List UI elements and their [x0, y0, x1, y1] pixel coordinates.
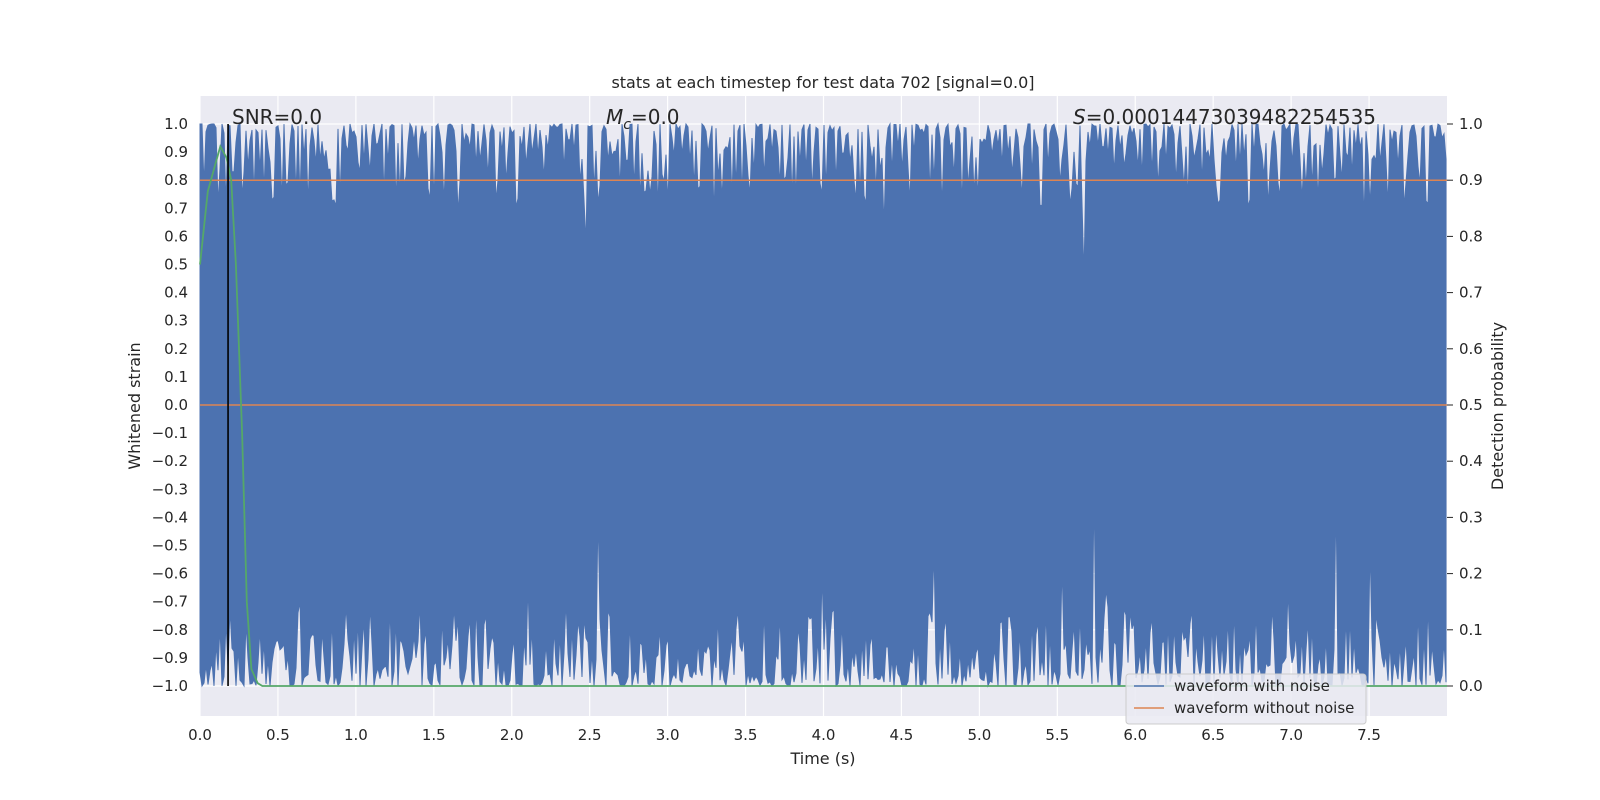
legend-label-noise: waveform with noise: [1174, 677, 1330, 695]
y-tick-label-right: 0.1: [1459, 621, 1483, 639]
y-tick-label: 0.1: [164, 368, 188, 386]
x-tick-label: 1.0: [344, 726, 368, 744]
y-tick-label: 0.0: [164, 396, 188, 414]
x-tick-label: 7.5: [1357, 726, 1381, 744]
y-tick-label: 0.8: [164, 171, 188, 189]
y-tick-label: 0.7: [164, 199, 188, 217]
chart-title: stats at each timestep for test data 702…: [611, 73, 1034, 92]
y-tick-label: 0.2: [164, 340, 188, 358]
y-tick-label: 0.9: [164, 143, 188, 161]
x-tick-label: 2.0: [500, 726, 524, 744]
x-tick-label: 6.5: [1201, 726, 1225, 744]
x-tick-label: 2.5: [578, 726, 602, 744]
y-tick-label: 0.4: [164, 284, 188, 302]
y-tick-label-right: 0.4: [1459, 452, 1483, 470]
snr-annotation: SNR=0.0: [232, 105, 322, 129]
ticks: 0.0 0.5 1.0 1.5 2.0 2.5 3.0 3.5 4.0 4.5 5.0 5.5 6.0 6…: [152, 115, 1483, 744]
y-tick-label: −0.8: [152, 621, 188, 639]
y-tick-label-right: 0.3: [1459, 508, 1483, 526]
y-tick-label-right: 1.0: [1459, 115, 1483, 133]
y-tick-label: −0.9: [152, 649, 188, 667]
x-tick-label: 0.5: [266, 726, 290, 744]
y-tick-label: −0.4: [152, 508, 188, 526]
mc-annotation: Mc=0.0: [606, 105, 680, 133]
x-tick-label: 7.0: [1279, 726, 1303, 744]
y-axis-label-right: Detection probability: [1488, 322, 1507, 490]
y-tick-label: −0.3: [152, 480, 188, 498]
y-tick-label: −0.5: [152, 537, 188, 555]
x-axis-label: Time (s): [789, 749, 855, 768]
y-tick-label-right: 0.5: [1459, 396, 1483, 414]
y-axis-label: Whitened strain: [125, 342, 144, 469]
x-tick-label: 4.0: [812, 726, 836, 744]
y-tick-label: −0.6: [152, 565, 188, 583]
x-tick-label: 3.5: [734, 726, 758, 744]
x-tick-label: 6.0: [1123, 726, 1147, 744]
y-tick-label-right: 0.0: [1459, 677, 1483, 695]
series-detection-probability: [199, 144, 1447, 687]
legend-label-clean: waveform without noise: [1174, 699, 1354, 717]
y-tick-label-right: 0.8: [1459, 227, 1483, 245]
y-tick-label: 0.3: [164, 312, 188, 330]
x-tick-label: 4.5: [890, 726, 914, 744]
series-layer: [199, 124, 1447, 687]
y-tick-label: −1.0: [152, 677, 188, 695]
legend: waveform with noise waveform without noi…: [1125, 673, 1367, 725]
y-tick-label: 0.5: [164, 256, 188, 274]
y-tick-label-right: 0.6: [1459, 340, 1483, 358]
y-tick-label: −0.2: [152, 452, 188, 470]
x-tick-label: 3.0: [656, 726, 680, 744]
y-tick-label: 0.6: [164, 227, 188, 245]
s-annotation: S=0.0001447303948225453​5: [1073, 105, 1376, 129]
x-tick-label: 5.5: [1045, 726, 1069, 744]
legend-box: [1125, 673, 1367, 725]
x-tick-label: 1.5: [422, 726, 446, 744]
y-tick-label-right: 0.7: [1459, 284, 1483, 302]
y-tick-label-right: 0.9: [1459, 171, 1483, 189]
x-tick-label: 0.0: [188, 726, 212, 744]
y-tick-label: −0.7: [152, 593, 188, 611]
y-tick-label: 1.0: [164, 115, 188, 133]
y-tick-label-right: 0.2: [1459, 565, 1483, 583]
x-tick-label: 5.0: [967, 726, 991, 744]
y-tick-label: −0.1: [152, 424, 188, 442]
